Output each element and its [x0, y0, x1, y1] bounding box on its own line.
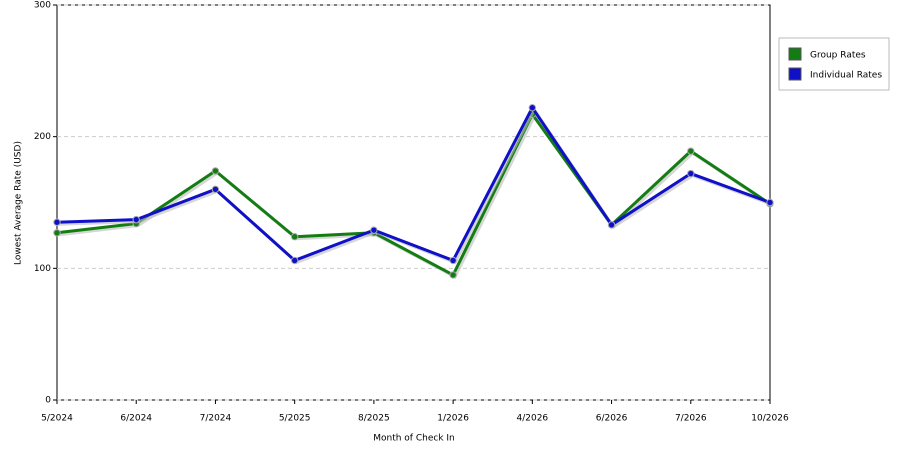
x-tick-label: 5/2024: [41, 414, 73, 424]
x-axis-title: Month of Check In: [373, 434, 455, 444]
point: [449, 256, 457, 265]
point: [290, 233, 299, 241]
x-tick-label: 7/2024: [200, 414, 232, 424]
x-tick-label: 1/2026: [437, 414, 469, 424]
point: [687, 169, 695, 178]
x-tick-label: 5/2025: [279, 414, 311, 424]
series-line: [56, 106, 771, 262]
point: [53, 229, 61, 237]
y-tick-label: 0: [45, 396, 51, 406]
plot-area: [56, 4, 771, 401]
y-tick-label: 100: [34, 264, 51, 274]
y-axis-title: Lowest Average Rate (USD): [14, 141, 24, 265]
legend-label: Group Rates: [810, 51, 866, 61]
legend-swatch: [788, 67, 802, 81]
point: [766, 198, 774, 207]
y-tick-label: 200: [34, 132, 51, 142]
point: [132, 215, 140, 224]
point: [607, 221, 616, 229]
legend-swatch: [788, 47, 802, 61]
x-tick-label: 4/2026: [516, 414, 548, 424]
y-tick-label: 300: [34, 1, 51, 11]
point: [53, 218, 61, 226]
point: [370, 226, 378, 234]
legend-box: [778, 37, 890, 91]
x-tick-label: 7/2026: [675, 414, 707, 424]
legend-label: Individual Rates: [810, 71, 882, 81]
x-tick-label: 8/2025: [358, 414, 390, 424]
x-tick-label: 6/2026: [596, 414, 628, 424]
x-tick-label: 10/2026: [751, 414, 789, 424]
point: [449, 271, 457, 279]
point: [687, 147, 695, 155]
point: [528, 104, 537, 112]
x-tick-label: 6/2024: [120, 414, 152, 424]
point: [290, 256, 299, 265]
point: [211, 167, 220, 175]
series-line: [56, 112, 771, 277]
point: [211, 185, 220, 194]
